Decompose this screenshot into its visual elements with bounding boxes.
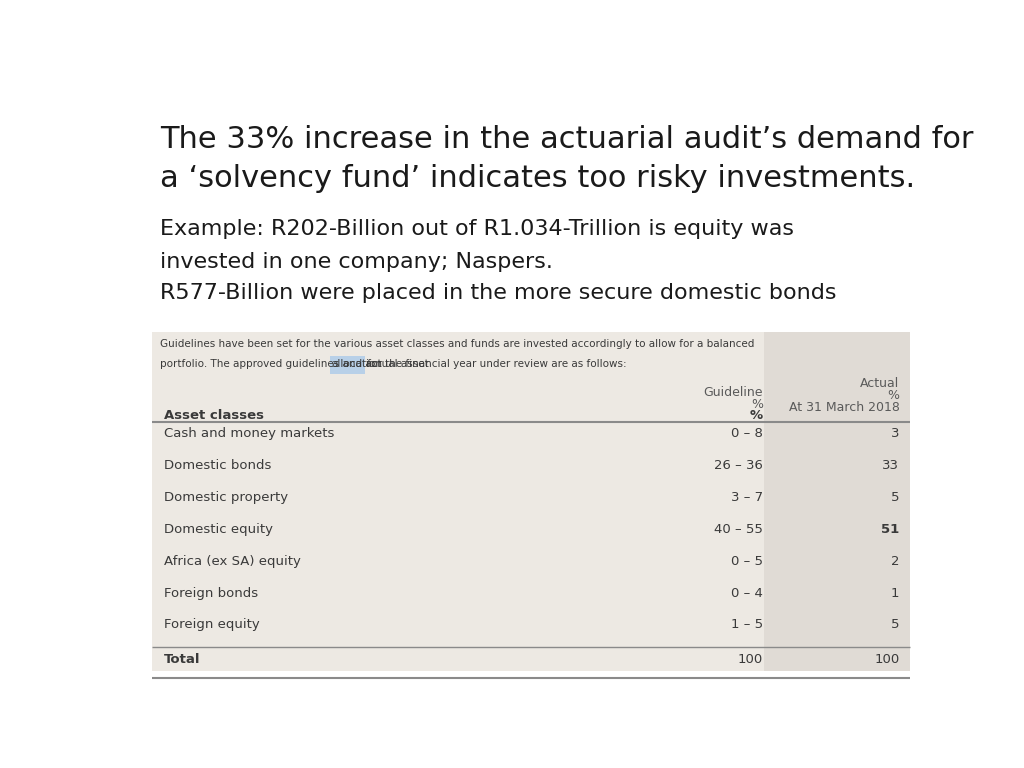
Text: %: % xyxy=(750,409,763,422)
Text: The 33% increase in the actuarial audit’s demand for: The 33% increase in the actuarial audit’… xyxy=(160,124,973,154)
Text: Example: R202-Billion out of R1.034-Trillion is equity was: Example: R202-Billion out of R1.034-Tril… xyxy=(160,220,794,240)
Text: Africa (ex SA) equity: Africa (ex SA) equity xyxy=(164,554,301,568)
Text: Domestic equity: Domestic equity xyxy=(164,523,272,535)
Text: %: % xyxy=(751,399,763,412)
Text: 26 – 36: 26 – 36 xyxy=(714,458,763,472)
Text: 33: 33 xyxy=(883,458,899,472)
Text: invested in one company; Naspers.: invested in one company; Naspers. xyxy=(160,252,553,272)
Text: Foreign equity: Foreign equity xyxy=(164,618,259,631)
Text: 1 – 5: 1 – 5 xyxy=(731,618,763,631)
Bar xyxy=(152,332,909,670)
Text: portfolio. The approved guidelines and actual asset: portfolio. The approved guidelines and a… xyxy=(160,359,432,369)
Text: allocation: allocation xyxy=(331,359,382,369)
Text: 51: 51 xyxy=(881,523,899,535)
Text: Asset classes: Asset classes xyxy=(164,409,264,422)
Text: Domestic bonds: Domestic bonds xyxy=(164,458,271,472)
Text: 0 – 4: 0 – 4 xyxy=(731,587,763,600)
Text: Domestic property: Domestic property xyxy=(164,491,288,504)
Text: 100: 100 xyxy=(874,654,899,667)
Text: Guidelines have been set for the various asset classes and funds are invested ac: Guidelines have been set for the various… xyxy=(160,339,754,349)
Text: 5: 5 xyxy=(891,618,899,631)
Text: Total: Total xyxy=(164,654,201,667)
Text: %: % xyxy=(888,389,899,402)
Text: Foreign bonds: Foreign bonds xyxy=(164,587,258,600)
Text: a ‘solvency fund’ indicates too risky investments.: a ‘solvency fund’ indicates too risky in… xyxy=(160,164,914,194)
Text: 5: 5 xyxy=(891,491,899,504)
Bar xyxy=(764,332,909,670)
Text: R577-Billion were placed in the more secure domestic bonds: R577-Billion were placed in the more sec… xyxy=(160,283,837,303)
Text: 40 – 55: 40 – 55 xyxy=(714,523,763,535)
Text: for the financial year under review are as follows:: for the financial year under review are … xyxy=(364,359,627,369)
Bar xyxy=(330,356,365,374)
Text: 1: 1 xyxy=(891,587,899,600)
Text: Cash and money markets: Cash and money markets xyxy=(164,427,334,440)
Text: 0 – 8: 0 – 8 xyxy=(731,427,763,440)
Text: At 31 March 2018: At 31 March 2018 xyxy=(788,401,899,414)
Text: Guideline: Guideline xyxy=(703,386,763,399)
Text: Actual: Actual xyxy=(860,377,899,390)
Text: 3 – 7: 3 – 7 xyxy=(731,491,763,504)
Text: 0 – 5: 0 – 5 xyxy=(731,554,763,568)
Text: 2: 2 xyxy=(891,554,899,568)
Text: 3: 3 xyxy=(891,427,899,440)
Text: 100: 100 xyxy=(737,654,763,667)
